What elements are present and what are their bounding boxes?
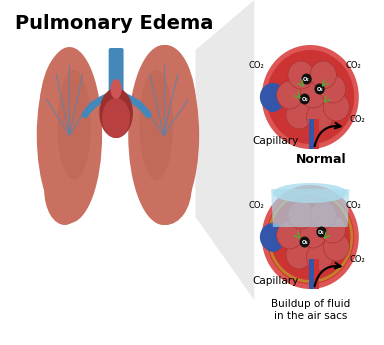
- Circle shape: [276, 221, 303, 249]
- Circle shape: [260, 223, 286, 251]
- Circle shape: [270, 194, 350, 280]
- Circle shape: [314, 83, 325, 95]
- Ellipse shape: [128, 45, 199, 225]
- Text: O₂: O₂: [316, 87, 323, 91]
- Circle shape: [263, 232, 282, 252]
- Ellipse shape: [99, 88, 133, 138]
- Text: CO₂: CO₂: [346, 60, 361, 69]
- Circle shape: [301, 73, 312, 85]
- Circle shape: [300, 93, 310, 105]
- Circle shape: [319, 215, 346, 243]
- Bar: [310, 119, 314, 149]
- Circle shape: [306, 243, 333, 271]
- Ellipse shape: [57, 70, 91, 180]
- Circle shape: [263, 92, 282, 112]
- Polygon shape: [195, 0, 254, 300]
- Text: Capillary: Capillary: [253, 276, 299, 286]
- Text: CO₂: CO₂: [349, 115, 365, 124]
- Ellipse shape: [40, 50, 96, 170]
- Circle shape: [286, 101, 312, 129]
- Text: Pulmonary Edema: Pulmonary Edema: [15, 13, 214, 32]
- Circle shape: [262, 45, 359, 149]
- Circle shape: [300, 220, 326, 248]
- Ellipse shape: [37, 47, 102, 223]
- Circle shape: [266, 190, 354, 284]
- Bar: [310, 259, 314, 289]
- Text: Normal: Normal: [296, 152, 347, 166]
- Ellipse shape: [102, 98, 130, 138]
- Circle shape: [286, 241, 312, 269]
- Ellipse shape: [135, 45, 196, 175]
- Text: O₂: O₂: [318, 229, 325, 235]
- Text: O₂: O₂: [301, 239, 308, 245]
- Circle shape: [310, 61, 336, 89]
- Circle shape: [310, 201, 336, 229]
- Circle shape: [267, 191, 353, 283]
- Text: O₂: O₂: [301, 97, 308, 101]
- Ellipse shape: [139, 149, 192, 225]
- Text: Capillary: Capillary: [253, 136, 299, 146]
- Circle shape: [319, 75, 346, 103]
- Ellipse shape: [139, 70, 173, 180]
- Polygon shape: [271, 189, 349, 227]
- Circle shape: [260, 83, 286, 111]
- Bar: [314, 259, 319, 289]
- Circle shape: [300, 80, 326, 108]
- Circle shape: [316, 227, 327, 237]
- Text: O₂: O₂: [303, 77, 310, 81]
- Circle shape: [306, 103, 333, 131]
- Ellipse shape: [273, 183, 348, 203]
- Circle shape: [300, 237, 310, 247]
- Bar: [314, 119, 319, 149]
- Circle shape: [288, 61, 314, 89]
- Circle shape: [266, 50, 354, 144]
- Circle shape: [276, 81, 303, 109]
- Ellipse shape: [44, 155, 85, 225]
- Text: Buildup of fluid
in the air sacs: Buildup of fluid in the air sacs: [271, 299, 350, 321]
- Text: CO₂: CO₂: [248, 200, 264, 209]
- Circle shape: [288, 201, 314, 229]
- FancyBboxPatch shape: [109, 48, 124, 102]
- Circle shape: [323, 93, 349, 121]
- Text: CO₂: CO₂: [346, 200, 361, 209]
- Circle shape: [323, 233, 349, 261]
- Ellipse shape: [111, 79, 122, 99]
- Text: CO₂: CO₂: [349, 255, 365, 264]
- Text: CO₂: CO₂: [248, 60, 264, 69]
- Circle shape: [262, 185, 359, 289]
